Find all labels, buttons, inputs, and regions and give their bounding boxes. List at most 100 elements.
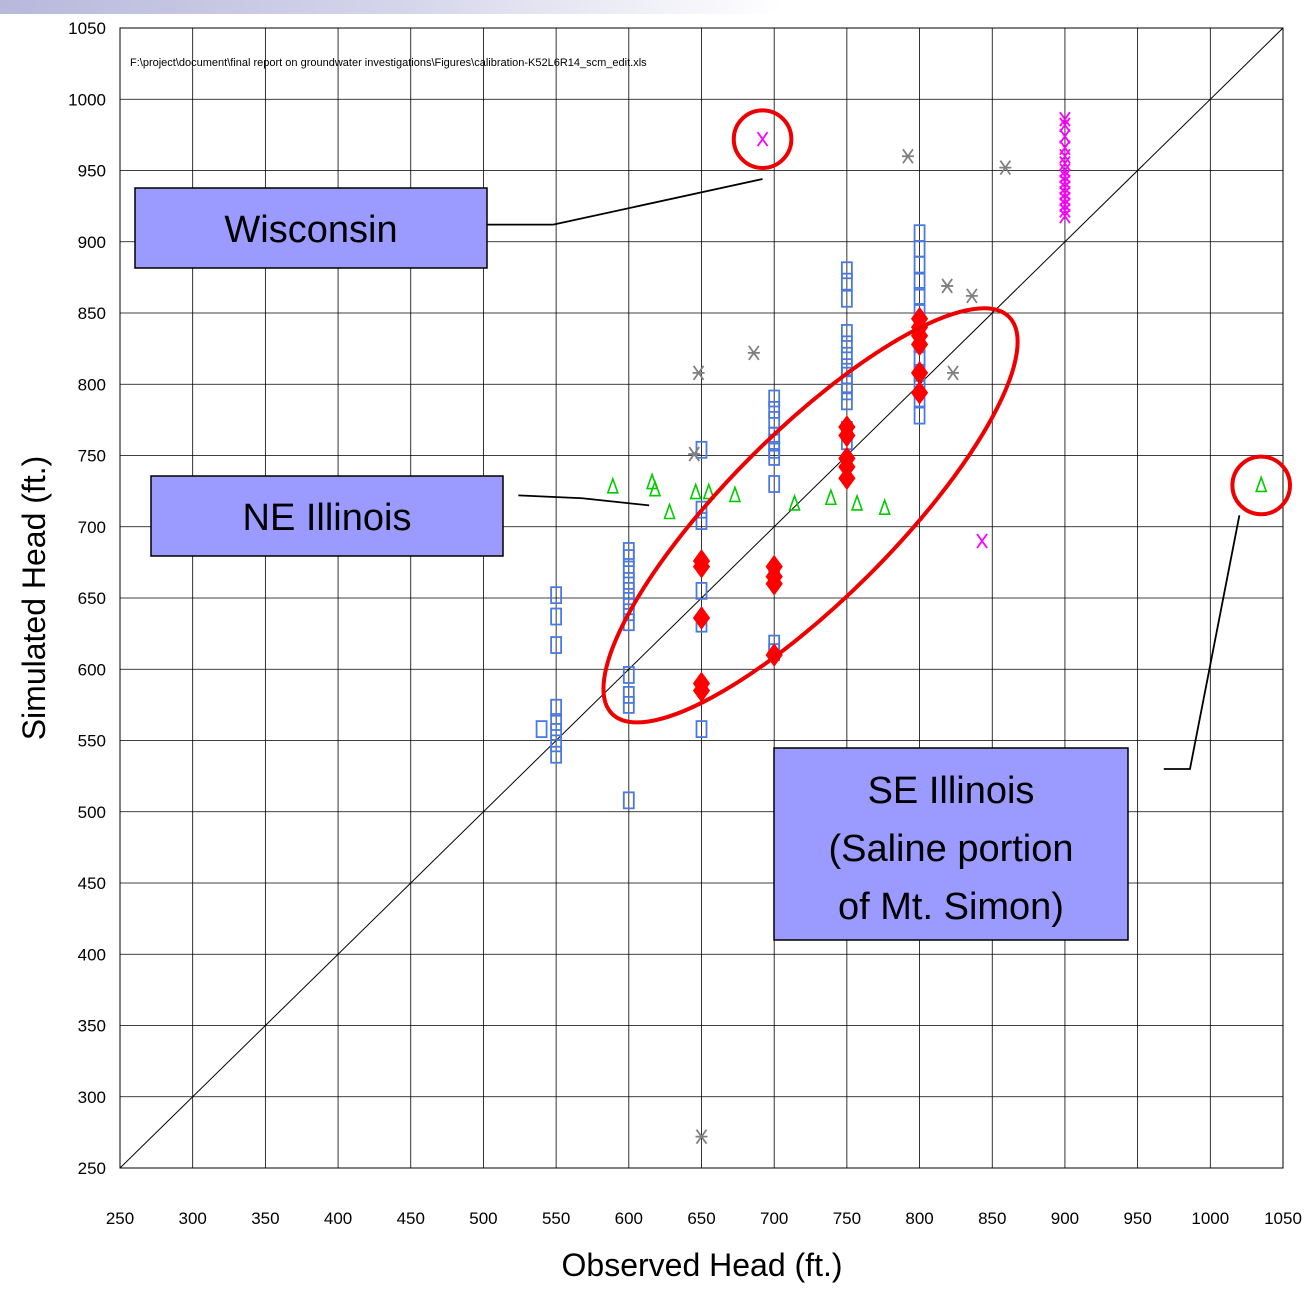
y-tick-label-800: 800 (78, 375, 106, 394)
x-tick-label-350: 350 (251, 1209, 279, 1228)
square-point-5 (550, 698, 563, 717)
square-point-23 (695, 581, 708, 600)
square-point-1 (550, 745, 563, 764)
y-tick-label-1000: 1000 (68, 90, 106, 109)
x-tick-label-250: 250 (106, 1209, 134, 1228)
y-tick-label-500: 500 (78, 803, 106, 822)
square-point-7 (550, 607, 563, 626)
x-point-8 (1059, 174, 1071, 190)
asterisk-point-1 (692, 365, 705, 381)
y-tick-label-400: 400 (78, 945, 106, 964)
y-axis-title: Simulated Head (ft.) (16, 456, 52, 741)
y-tick-label-850: 850 (78, 304, 106, 323)
x-point-11 (1059, 155, 1071, 171)
diamond-point-8 (765, 554, 783, 579)
square-point-40 (840, 392, 853, 411)
x-point-14 (1059, 128, 1071, 144)
square-point-20 (622, 542, 635, 560)
callout-ne-illinois: NE Illinois (150, 475, 504, 557)
y-tick-label-350: 350 (78, 1017, 106, 1036)
x-point-6 (1059, 185, 1071, 201)
y-tick-label-900: 900 (78, 233, 106, 252)
y-tick-label-700: 700 (78, 518, 106, 537)
triangle-point-4 (689, 482, 702, 500)
callout-se-illinois-line-3: of Mt. Simon) (838, 886, 1064, 928)
callout-ne-illinois-label: NE Illinois (243, 497, 412, 539)
y-tick-label-250: 250 (78, 1159, 106, 1178)
x-point-9 (1059, 168, 1071, 184)
diamond-point-15 (910, 360, 929, 385)
callout-se-illinois: SE Illinois (Saline portion of Mt. Simon… (773, 747, 1129, 941)
asterisk-point-8 (695, 1129, 708, 1145)
diamond-point-11 (838, 446, 856, 471)
x-point-5 (1059, 191, 1071, 207)
asterisk-point-0 (688, 446, 701, 462)
x-tick-label-1050: 1050 (1264, 1209, 1302, 1228)
square-point-2 (550, 734, 563, 753)
triangle-point-9 (850, 493, 864, 511)
square-point-51 (913, 406, 926, 425)
highlight-ellipse-0 (601, 306, 1020, 725)
y-tick-label-550: 550 (78, 732, 106, 751)
callout-leader-lines (483, 178, 1241, 770)
highlight-circle-0 (731, 108, 794, 170)
square-point-3 (550, 723, 563, 741)
x-point-4 (1059, 197, 1071, 213)
square-point-49 (840, 272, 853, 291)
square-point-21 (695, 720, 708, 738)
x-tick-label-450: 450 (397, 1209, 425, 1228)
triangle-point-7 (788, 493, 801, 511)
diamond-point-13 (838, 415, 856, 439)
callout-wisconsin-label: Wisconsin (224, 209, 397, 251)
x-tick-label-900: 900 (1051, 1209, 1079, 1228)
x-tick-label-950: 950 (1123, 1209, 1151, 1228)
square-point-46 (840, 335, 853, 354)
diamond-point-1 (692, 671, 711, 696)
leader-line-ne-illinois (518, 494, 650, 507)
x-point-15 (1059, 117, 1071, 133)
asterisk-point-3 (901, 148, 914, 164)
x-point-16 (1059, 111, 1071, 127)
square-point-10 (622, 695, 635, 714)
square-point-11 (622, 686, 635, 704)
x-tick-label-850: 850 (978, 1209, 1006, 1228)
square-point-14 (622, 603, 635, 622)
y-tick-label-450: 450 (78, 874, 106, 893)
asterisk-point-2 (747, 345, 760, 361)
x-point-13 (1059, 140, 1071, 156)
highlight-circle-1 (1230, 454, 1292, 517)
square-point-35 (768, 410, 781, 429)
square-point-12 (622, 666, 635, 684)
x-point-10 (1059, 162, 1071, 179)
square-point-45 (840, 346, 853, 365)
x-axis-title: Observed Head (ft.) (562, 1247, 843, 1283)
x-tick-label-400: 400 (324, 1209, 352, 1228)
triangle-point-6 (728, 485, 742, 503)
triangle-point-11 (1255, 475, 1268, 493)
diamond-point-14 (910, 380, 929, 405)
leader-line-se-illinois (1163, 515, 1241, 770)
asterisk-point-5 (946, 365, 959, 381)
triangle-point-8 (824, 487, 838, 506)
triangle-point-2 (648, 479, 662, 497)
callout-se-illinois-line-1: SE Illinois (868, 770, 1035, 812)
square-point-50 (840, 261, 853, 280)
y-tick-label-1050: 1050 (68, 19, 106, 38)
diamond-point-4 (692, 549, 711, 573)
diamond-point-2 (692, 606, 711, 630)
square-point-48 (840, 289, 853, 308)
square-point-37 (768, 389, 781, 408)
x-tick-label-1000: 1000 (1191, 1209, 1229, 1228)
y-tick-label-300: 300 (78, 1088, 106, 1107)
asterisk-point-6 (965, 288, 978, 304)
y-tick-label-650: 650 (78, 589, 106, 608)
square-point-63 (913, 224, 926, 243)
square-point-4 (550, 713, 563, 731)
x-tick-label-500: 500 (469, 1209, 497, 1228)
x-point-1 (976, 533, 988, 549)
x-point-3 (1059, 202, 1071, 218)
highlight-shapes (601, 108, 1292, 725)
x-tick-label-800: 800 (905, 1209, 933, 1228)
x-point-7 (1059, 180, 1071, 196)
